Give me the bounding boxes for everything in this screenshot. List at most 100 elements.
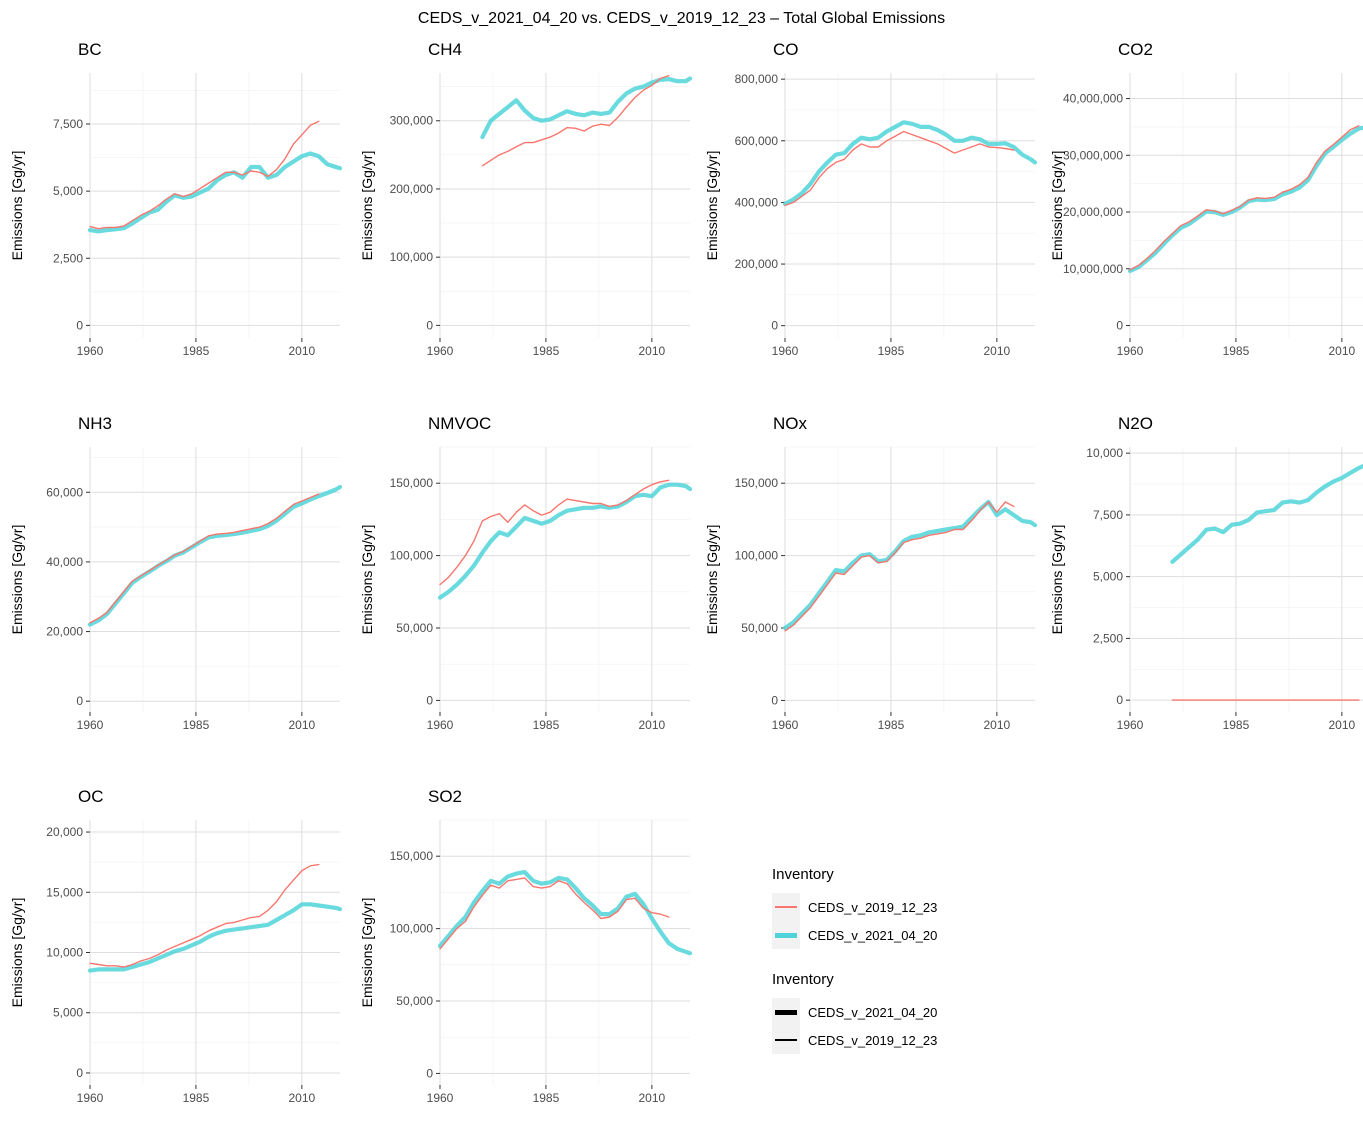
y-tick-label: 7,500 xyxy=(1093,508,1123,522)
legend-swatch xyxy=(772,998,800,1026)
y-tick-label: 50,000 xyxy=(396,621,433,635)
y-tick-label: 100,000 xyxy=(390,922,434,936)
x-tick-label: 2010 xyxy=(1329,344,1356,358)
x-tick-label: 2010 xyxy=(984,344,1011,358)
panel-nmvoc: 1960 1985 2010 0 50,000 100,000 150,000 NMVOC Em… xyxy=(359,414,693,732)
series-line-ceds-v-2021-04-20 xyxy=(782,499,1038,631)
series-line-ceds-v-2021-04-20 xyxy=(480,76,693,140)
panel-n2o: 1960 1985 2010 0 2,500 5,000 7,500 10,000 N2O Emi… xyxy=(1049,414,1363,732)
legend: Inventory CEDS_v_2019_12_23 CEDS_v_2021_… xyxy=(772,866,1032,1076)
y-tick-label: 15,000 xyxy=(46,885,83,899)
x-tick-label: 2010 xyxy=(289,718,316,732)
series-line-ceds-v-2021-04-20 xyxy=(437,482,693,600)
legend-label: CEDS_v_2019_12_23 xyxy=(808,1032,938,1048)
panel-title: NH3 xyxy=(78,414,112,433)
y-tick-label: 10,000 xyxy=(46,946,83,960)
legend-item-ceds-2019-linetype: CEDS_v_2019_12_23 xyxy=(772,1026,1032,1054)
y-tick-label: 5,000 xyxy=(1093,570,1123,584)
x-tick-label: 1985 xyxy=(183,718,210,732)
y-tick-label: 20,000,000 xyxy=(1063,205,1123,219)
x-tick-label: 2010 xyxy=(1329,718,1356,732)
series-line-ceds-v-2021-04-20 xyxy=(1170,463,1363,564)
series-line-ceds-v-2021-04-20 xyxy=(87,902,343,973)
legend-item-ceds-2021-linetype: CEDS_v_2021_04_20 xyxy=(772,998,1032,1026)
x-tick-label: 2010 xyxy=(289,1091,316,1105)
y-tick-label: 0 xyxy=(771,693,778,707)
y-tick-label: 5,000 xyxy=(53,1006,83,1020)
x-tick-label: 1985 xyxy=(183,344,210,358)
legend-title: Inventory xyxy=(772,866,834,883)
y-tick-label: 300,000 xyxy=(390,114,434,128)
y-tick-label: 2,500 xyxy=(1093,631,1123,645)
legend-label: CEDS_v_2021_04_20 xyxy=(808,927,938,943)
y-tick-label: 50,000 xyxy=(741,621,778,635)
y-axis-label: Emissions [Gg/yr] xyxy=(9,898,25,1008)
x-tick-label: 2010 xyxy=(639,1091,666,1105)
panel-title: CO2 xyxy=(1118,40,1153,59)
panel-title: NMVOC xyxy=(428,414,491,433)
y-tick-label: 40,000,000 xyxy=(1063,92,1123,106)
x-tick-label: 1985 xyxy=(1223,344,1250,358)
series-line-ceds-v-2019-12-23 xyxy=(89,493,320,624)
y-tick-label: 400,000 xyxy=(735,195,779,209)
y-axis-label: Emissions [Gg/yr] xyxy=(704,151,720,261)
y-tick-label: 40,000 xyxy=(46,555,83,569)
x-tick-label: 1985 xyxy=(533,344,560,358)
x-tick-label: 1960 xyxy=(772,718,799,732)
y-axis-label: Emissions [Gg/yr] xyxy=(1049,525,1065,635)
panel-title: BC xyxy=(78,40,102,59)
panel-nh3: 1960 1985 2010 0 20,000 40,000 60,000 NH3 Emissi… xyxy=(9,414,343,732)
x-tick-label: 2010 xyxy=(639,344,666,358)
x-tick-label: 1960 xyxy=(427,344,454,358)
y-tick-label: 50,000 xyxy=(396,994,433,1008)
legend-label: CEDS_v_2021_04_20 xyxy=(808,1004,938,1020)
panel-title: N2O xyxy=(1118,414,1153,433)
y-tick-label: 2,500 xyxy=(53,251,83,265)
y-axis-label: Emissions [Gg/yr] xyxy=(704,525,720,635)
x-tick-label: 1960 xyxy=(77,718,104,732)
x-tick-label: 1960 xyxy=(77,344,104,358)
y-tick-label: 0 xyxy=(76,694,83,708)
x-tick-label: 2010 xyxy=(289,344,316,358)
legend-linetype-block: Inventory CEDS_v_2021_04_20 CEDS_v_2019_… xyxy=(772,971,1032,1054)
y-tick-label: 20,000 xyxy=(46,625,83,639)
legend-swatch xyxy=(772,1026,800,1054)
panel-title: SO2 xyxy=(428,787,462,806)
series-line-ceds-v-2021-04-20 xyxy=(782,120,1038,207)
legend-label: CEDS_v_2019_12_23 xyxy=(808,899,938,915)
series-line-ceds-v-2019-12-23 xyxy=(1129,125,1360,271)
y-tick-label: 200,000 xyxy=(390,182,434,196)
y-tick-label: 100,000 xyxy=(390,549,434,563)
y-tick-label: 0 xyxy=(426,1066,433,1080)
x-tick-label: 1985 xyxy=(533,1091,560,1105)
series-line-ceds-v-2019-12-23 xyxy=(784,501,1015,632)
panel-title: CH4 xyxy=(428,40,462,59)
panel-nox: 1960 1985 2010 0 50,000 100,000 150,000 NOx Emis… xyxy=(704,414,1038,732)
y-tick-label: 0 xyxy=(1116,693,1123,707)
panel-title: OC xyxy=(78,787,104,806)
series-line-ceds-v-2019-12-23 xyxy=(439,877,670,950)
panel-co: 1960 1985 2010 0 200,000 400,000 600,000 800,00… xyxy=(704,40,1038,358)
x-tick-label: 2010 xyxy=(639,718,666,732)
y-tick-label: 800,000 xyxy=(735,72,779,86)
y-tick-label: 0 xyxy=(76,1066,83,1080)
y-axis-label: Emissions [Gg/yr] xyxy=(1049,151,1065,261)
legend-swatch xyxy=(772,893,800,921)
x-tick-label: 1960 xyxy=(427,1091,454,1105)
y-axis-label: Emissions [Gg/yr] xyxy=(359,525,375,635)
y-tick-label: 60,000 xyxy=(46,485,83,499)
y-tick-label: 0 xyxy=(771,319,778,333)
y-tick-label: 7,500 xyxy=(53,117,83,131)
series-line-ceds-v-2021-04-20 xyxy=(437,869,693,956)
figure-title: CEDS_v_2021_04_20 vs. CEDS_v_2019_12_23 … xyxy=(417,10,946,27)
series-line-ceds-v-2019-12-23 xyxy=(784,130,1015,207)
legend-item-ceds-2021-colour: CEDS_v_2021_04_20 xyxy=(772,921,1032,949)
legend-item-ceds-2019-colour: CEDS_v_2019_12_23 xyxy=(772,893,1032,921)
series-line-ceds-v-2019-12-23 xyxy=(89,863,320,968)
series-line-ceds-v-2021-04-20 xyxy=(87,484,343,627)
y-axis-label: Emissions [Gg/yr] xyxy=(359,898,375,1008)
y-tick-label: 150,000 xyxy=(390,849,434,863)
panel-co2: 1960 1985 2010 0 10,000,000 20,000,000 30,000,… xyxy=(1049,40,1363,358)
x-tick-label: 1985 xyxy=(533,718,560,732)
